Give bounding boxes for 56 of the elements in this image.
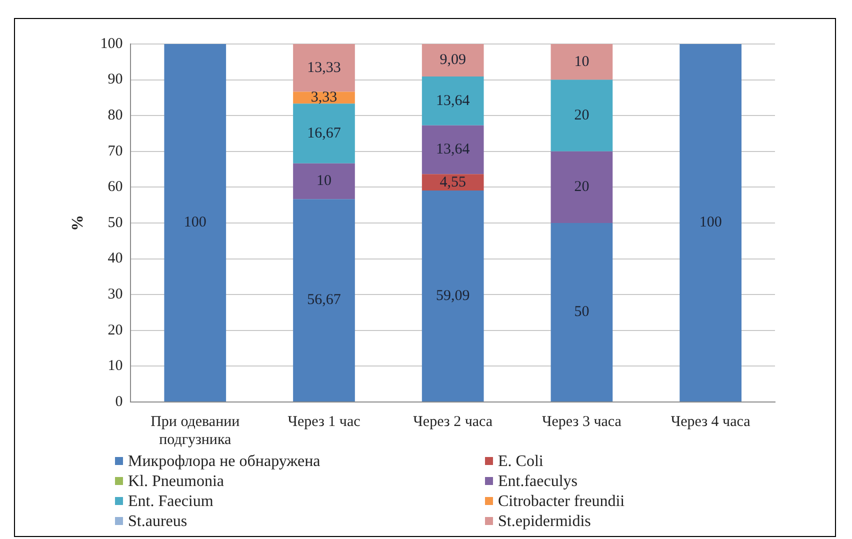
- bar: [293, 44, 355, 92]
- data-label: 56,67: [307, 292, 342, 308]
- x-tick-label: Через 2 часа: [413, 414, 493, 430]
- y-tick-label: 10: [108, 358, 123, 374]
- bar: [550, 80, 613, 152]
- legend-label: Ent. Faecium: [127, 492, 214, 512]
- bar: [293, 199, 355, 402]
- y-tick-label: 90: [108, 72, 123, 88]
- y-tick-label: 0: [115, 394, 123, 410]
- x-tick-label: Через 3 часа: [542, 414, 622, 430]
- bar: [164, 44, 226, 402]
- data-label: 20: [574, 108, 590, 124]
- legend-label: St.epidermidis: [497, 512, 592, 532]
- bar: [422, 76, 484, 126]
- data-label: 4,55: [440, 174, 466, 190]
- bar: [550, 44, 613, 80]
- legend-label: Микрофлора не обнаружена: [127, 452, 322, 472]
- bar: [422, 125, 484, 174]
- y-tick-label: 30: [108, 286, 123, 303]
- bar: [550, 223, 613, 402]
- data-label: 100: [184, 214, 206, 231]
- y-tick-label: 80: [108, 108, 123, 124]
- y-axis-title: %: [70, 215, 87, 231]
- legend-label: Kl. Pneumonia: [127, 472, 225, 492]
- y-tick-label: 40: [108, 250, 123, 267]
- bar: [680, 44, 742, 402]
- data-label: 3,33: [310, 90, 338, 106]
- bar: [422, 190, 484, 402]
- y-tick-label: 60: [108, 179, 123, 196]
- data-label: 59,09: [436, 288, 470, 304]
- y-tick-label: 20: [108, 322, 123, 338]
- data-label: 13,64: [436, 142, 470, 158]
- data-label: 100: [699, 214, 722, 231]
- legend-label: Citrobacter freundii: [497, 492, 626, 512]
- x-tick-label: При одевании подгузника: [150, 414, 240, 448]
- data-label: 20: [574, 179, 590, 196]
- data-label: 13,64: [436, 92, 470, 109]
- y-tick-label: 50: [108, 214, 123, 231]
- bar: [422, 174, 484, 190]
- legend-label: Ent.faeculys: [497, 472, 579, 492]
- data-label: 50: [574, 304, 590, 320]
- data-label: 10: [316, 173, 332, 190]
- data-label: 16,67: [307, 125, 342, 142]
- bar: [550, 151, 613, 223]
- legend-label: E. Coli: [497, 452, 544, 472]
- bar: [422, 44, 484, 77]
- data-label: 13,33: [307, 60, 341, 76]
- x-tick-label: Через 1 час: [288, 414, 361, 430]
- bar: [293, 163, 355, 200]
- data-label: 9,09: [440, 52, 466, 68]
- y-tick-label: 70: [108, 143, 123, 160]
- bar: [293, 104, 355, 164]
- x-tick-label: Через 4 часа: [670, 414, 751, 430]
- data-label: 10: [574, 54, 590, 70]
- y-tick-label: 100: [100, 36, 123, 52]
- legend-label: St.aureus: [127, 512, 188, 532]
